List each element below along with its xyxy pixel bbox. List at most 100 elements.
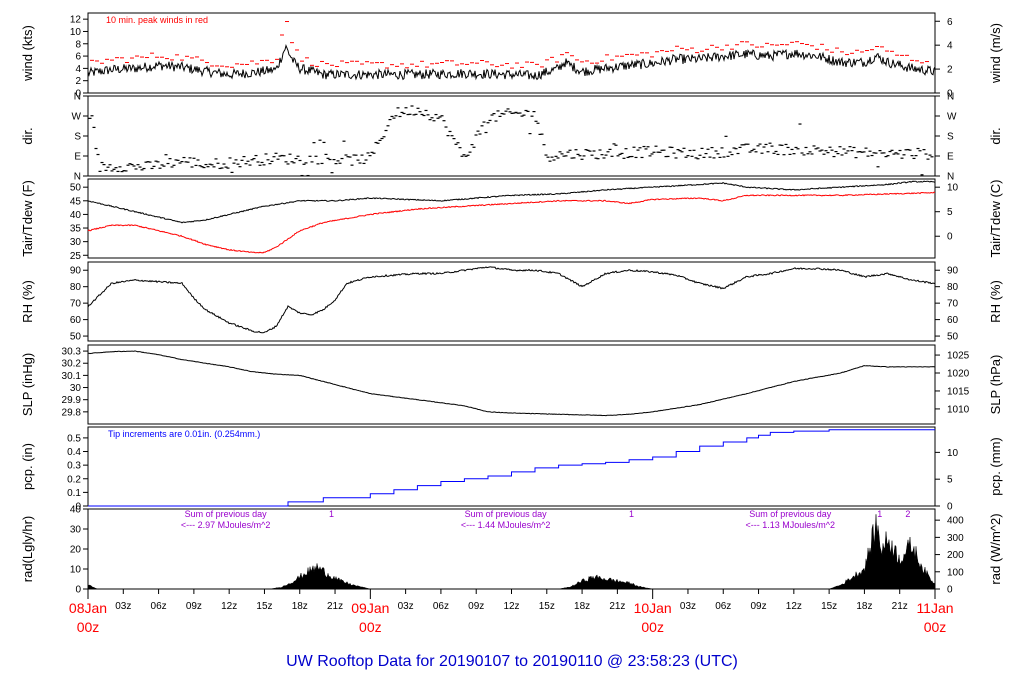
wind-series-wind <box>87 43 936 81</box>
temp-left-tick-label: 40 <box>70 210 82 221</box>
dir-right-tick-label: E <box>947 152 954 163</box>
rad-marker-0: 1 <box>329 509 334 519</box>
x-day-hour-label: 00z <box>641 619 664 635</box>
wind-left-tick-label: 12 <box>70 15 82 26</box>
rad-annotation-title-1: Sum of previous day <box>465 509 548 519</box>
pcp-series-pcp <box>88 429 935 507</box>
wind-left-tick-label: 4 <box>75 64 81 75</box>
rad-right-tick-label: 300 <box>947 533 964 544</box>
dir-left-tick-label: E <box>74 152 81 163</box>
x-tick-label: 09z <box>186 601 202 612</box>
slp-left-tick-label: 30.3 <box>62 347 82 358</box>
rad-left-axis-label: rad(Lgly/hr) <box>20 516 35 582</box>
slp-right-tick-label: 1020 <box>947 369 970 380</box>
slp-left-tick-label: 29.8 <box>62 407 82 418</box>
dir-right-axis-label: dir. <box>988 127 1003 144</box>
temp-left-tick-label: 25 <box>70 251 82 262</box>
rh-frame <box>87 261 936 342</box>
pcp-note: Tip increments are 0.01in. (0.254mm.) <box>108 429 260 439</box>
rad-annotation-value-0: <--- 2.97 MJoules/m^2 <box>181 520 271 530</box>
rad-annotation-value-1: <--- 1.44 MJoules/m^2 <box>461 520 551 530</box>
temp-right-axis-label: Tair/Tdew (C) <box>988 179 1003 257</box>
wind-right-tick-label: 0 <box>947 89 953 100</box>
slp-left-tick-label: 30.1 <box>62 371 82 382</box>
temp-left-tick-label: 50 <box>70 183 82 194</box>
x-tick-label: 03z <box>398 601 414 612</box>
temp-right-tick-label: 0 <box>947 232 953 243</box>
dir-left-axis-label: dir. <box>20 127 35 144</box>
temp-series-Tair <box>87 180 936 224</box>
rh-right-tick-label: 50 <box>947 332 959 343</box>
x-day-hour-label: 00z <box>359 619 382 635</box>
pcp-frame <box>87 426 936 507</box>
dir-left-tick-label: N <box>74 92 81 103</box>
rad-annotation-title-2: Sum of previous day <box>749 509 832 519</box>
rad-right-axis-label: rad (W/m^2) <box>988 513 1003 584</box>
rh-left-tick-label: 70 <box>70 299 82 310</box>
x-tick-label: 12z <box>503 601 519 612</box>
wind-right-tick-label: 6 <box>947 17 953 28</box>
x-tick-label: 03z <box>115 601 131 612</box>
temp-left-axis-label: Tair/Tdew (F) <box>20 180 35 257</box>
slp-left-tick-label: 30 <box>70 383 82 394</box>
pcp-left-tick-label: 0.4 <box>67 447 81 458</box>
dir-frame <box>87 95 936 177</box>
slp-right-tick-label: 1015 <box>947 386 970 397</box>
pcp-right-tick-label: 5 <box>947 475 953 486</box>
pcp-left-tick-label: 0 <box>75 502 81 513</box>
dir-right-tick-label: W <box>947 112 957 123</box>
x-tick-label: 15z <box>539 601 555 612</box>
x-tick-label: 09z <box>468 601 484 612</box>
rad-right-tick-label: 0 <box>947 585 953 596</box>
x-day-label: 11Jan <box>916 600 953 616</box>
wind-left-tick-label: 10 <box>70 27 82 38</box>
wind-left-tick-label: 0 <box>75 89 81 100</box>
x-tick-label: 03z <box>680 601 696 612</box>
slp-left-axis-label: SLP (inHg) <box>20 353 35 416</box>
slp-series-SLP <box>87 350 936 417</box>
temp-right-tick-label: 5 <box>947 207 953 218</box>
rh-left-tick-label: 90 <box>70 266 82 277</box>
rad-right-tick-label: 400 <box>947 516 964 527</box>
slp-right-axis-label: SLP (hPa) <box>988 355 1003 415</box>
rh-left-axis-label: RH (%) <box>20 280 35 323</box>
x-tick-label: 18z <box>856 601 872 612</box>
rad-left-tick-label: 10 <box>70 565 82 576</box>
rh-left-tick-label: 80 <box>70 282 82 293</box>
dir-left-tick-label: W <box>72 112 82 123</box>
pcp-left-tick-label: 0.3 <box>67 461 81 472</box>
x-day-hour-label: 00z <box>924 619 947 635</box>
x-day-label: 09Jan <box>351 600 389 616</box>
pcp-left-tick-label: 0.5 <box>67 433 81 444</box>
wind-frame <box>87 12 936 94</box>
panel-pcp: 0 0.1 0.2 0.3 0.4 0.5 0 5 10 pcp. (in) pcp. (mm) Ti… <box>20 426 1003 513</box>
rh-left-tick-label: 50 <box>70 332 82 343</box>
slp-frame <box>87 344 936 425</box>
rh-right-tick-label: 90 <box>947 266 959 277</box>
slp-left-tick-label: 29.9 <box>62 395 82 406</box>
x-day-hour-label: 00z <box>77 619 100 635</box>
rh-right-tick-label: 70 <box>947 299 959 310</box>
rad-annotation-value-2: <--- 1.13 MJoules/m^2 <box>746 520 836 530</box>
rad-right-tick-label: 200 <box>947 550 964 561</box>
rad-left-tick-label: 30 <box>70 525 82 536</box>
panel-temp: 25 30 35 40 45 50 0 5 10 Tair/Tdew (F) Tair/Tdew (… <box>20 178 1003 262</box>
rh-right-axis-label: RH (%) <box>988 280 1003 323</box>
rad-marker-1: 1 <box>629 509 634 519</box>
x-day-label: 10Jan <box>634 600 672 616</box>
temp-series-Tdew <box>87 191 936 254</box>
pcp-right-tick-label: 10 <box>947 448 959 459</box>
pcp-right-tick-label: 0 <box>947 502 953 513</box>
x-tick-label: 21z <box>609 601 625 612</box>
slp-right-tick-label: 1025 <box>947 351 970 362</box>
slp-right-tick-label: 1010 <box>947 404 970 415</box>
dir-right-tick-label: S <box>947 132 954 143</box>
rad-right-tick-label: 100 <box>947 567 964 578</box>
temp-frame <box>87 178 936 259</box>
x-tick-label: 21z <box>892 601 908 612</box>
wind-left-tick-label: 2 <box>75 76 81 87</box>
